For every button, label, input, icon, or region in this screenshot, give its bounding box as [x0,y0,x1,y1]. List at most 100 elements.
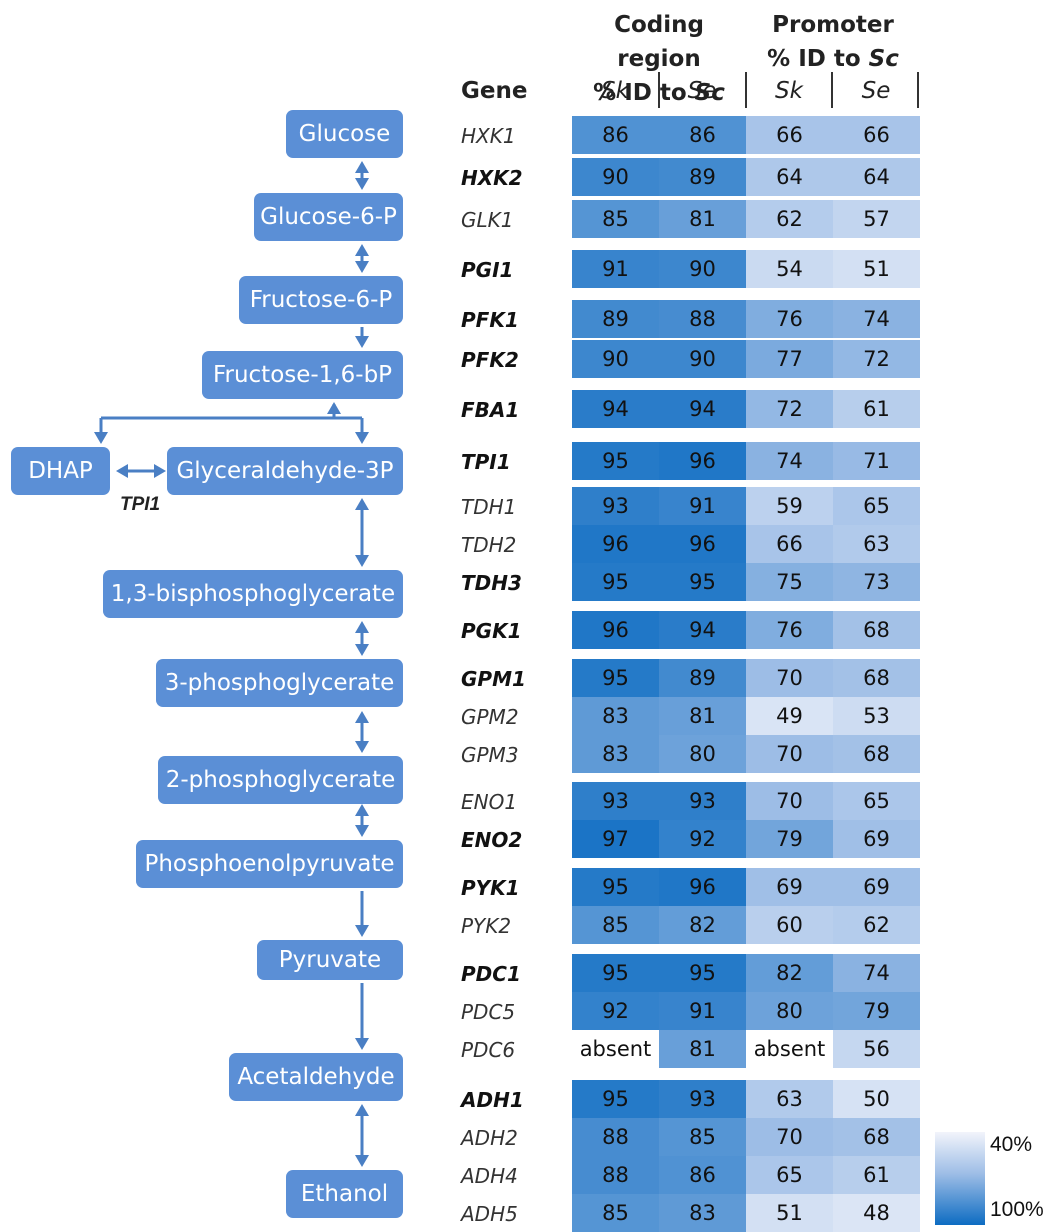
promoter-se-cell: 57 [833,200,920,238]
coding-sk-cell: 95 [572,1080,659,1118]
coding-se-cell: 82 [659,906,746,944]
promoter-sk-cell: 72 [746,390,833,428]
promoter-sk-cell: 82 [746,954,833,992]
gene-name: TPI1 [461,450,511,474]
gene-name: TDH1 [461,495,517,519]
legend-min-label: 40% [990,1133,1033,1156]
gene-name: TDH3 [461,571,522,595]
coding-se-cell: 90 [659,340,746,378]
promoter-se-cell: 61 [833,1156,920,1194]
promoter-header: Promoter % ID to Sc [767,12,899,72]
coding-se-cell: 89 [659,659,746,697]
coding-se-cell: 81 [659,200,746,238]
promoter-sk-cell: 63 [746,1080,833,1118]
coding-sk-cell: 86 [572,116,659,154]
promoter-se-cell: 68 [833,611,920,649]
coding-sk-cell: 89 [572,300,659,338]
tpi1-enzyme-label: TPI1 [120,494,161,515]
promoter-sk-cell: 80 [746,992,833,1030]
coding-se-cell: 93 [659,1080,746,1118]
gene-name: GPM3 [461,743,519,767]
coding-sk-cell: 97 [572,820,659,858]
promoter-sk-cell: 70 [746,1118,833,1156]
pathway-node-pg3: 3-phosphoglycerate [156,659,403,707]
arrow-head [94,432,108,444]
gene-name: TDH2 [461,533,517,557]
gene-name: PYK1 [461,876,520,900]
coding-se-cell: 88 [659,300,746,338]
promoter-sk-header: Sk [775,78,803,104]
pathway-node-glucose: Glucose [286,110,403,158]
coding-se-cell: 94 [659,390,746,428]
promoter-sk-cell: 49 [746,697,833,735]
gene-name: PDC6 [461,1038,516,1062]
coding-se-cell: 89 [659,158,746,196]
gene-name: PDC1 [461,962,521,986]
coding-sk-cell: 83 [572,697,659,735]
arrow-head [355,261,369,273]
coding-se-cell: 92 [659,820,746,858]
arrow-head [355,432,369,444]
gene-name: HXK2 [461,166,523,190]
coding-sk-cell: 92 [572,992,659,1030]
gene-name: PGK1 [461,619,522,643]
coding-sk-cell: 96 [572,525,659,563]
coding-sk-cell: 95 [572,954,659,992]
coding-sk-cell: absent [572,1030,659,1068]
promoter-sk-cell: 76 [746,300,833,338]
promoter-se-cell: 68 [833,1118,920,1156]
promoter-sk-cell: 77 [746,340,833,378]
promoter-sk-cell: 76 [746,611,833,649]
promoter-sk-cell: 59 [746,487,833,525]
promoter-sk-cell: 62 [746,200,833,238]
promoter-sk-cell: 75 [746,563,833,601]
coding-se-cell: 86 [659,1156,746,1194]
gene-name: ADH5 [461,1202,518,1226]
promoter-se-cell: 73 [833,563,920,601]
coding-se-cell: 86 [659,116,746,154]
arrow-head [327,402,341,414]
promoter-se-cell: 50 [833,1080,920,1118]
coding-se-cell: 93 [659,782,746,820]
promoter-se-cell: 66 [833,116,920,154]
coding-se-cell: 81 [659,1030,746,1068]
arrow-head [355,178,369,190]
promoter-sk-cell: 66 [746,116,833,154]
arrow-head [355,621,369,633]
coding-se-header: Se [687,78,717,104]
promoter-se-cell: 69 [833,820,920,858]
arrow-head [355,1038,369,1050]
promoter-sk-cell: 65 [746,1156,833,1194]
arrow-head [355,925,369,937]
promoter-sk-cell: 70 [746,782,833,820]
promoter-se-header: Se [861,78,891,104]
pathway-node-pyruvate: Pyruvate [257,940,403,980]
pathway-node-f16bp: Fructose-1,6-bP [202,351,403,399]
pathway-node-g6p: Glucose-6-P [254,193,403,241]
gene-name: HXK1 [461,124,516,148]
coding-sk-cell: 90 [572,158,659,196]
arrow-head [355,161,369,173]
promoter-se-cell: 68 [833,735,920,773]
promoter-sk-cell: 70 [746,735,833,773]
promoter-se-cell: 68 [833,659,920,697]
pathway-node-g3p: Glyceraldehyde-3P [167,447,403,495]
promoter-se-cell: 64 [833,158,920,196]
coding-se-cell: 85 [659,1118,746,1156]
coding-sk-cell: 85 [572,1194,659,1232]
coding-region-header: Coding region % ID to Sc [593,12,725,106]
arrow-head [355,498,369,510]
promoter-sk-cell: 79 [746,820,833,858]
coding-sk-header: Sk [601,78,629,104]
promoter-se-cell: 63 [833,525,920,563]
coding-se-cell: 80 [659,735,746,773]
promoter-sk-cell: 60 [746,906,833,944]
coding-sk-cell: 94 [572,390,659,428]
gene-name: GPM2 [461,705,519,729]
gene-column-header: Gene [461,78,528,104]
promoter-sk-cell: 64 [746,158,833,196]
pathway-node-pep: Phosphoenolpyruvate [136,840,403,888]
gene-name: FBA1 [461,398,520,422]
legend-max-label: 100% [990,1198,1044,1221]
pathway-node-acetaldehyde: Acetaldehyde [229,1053,403,1101]
